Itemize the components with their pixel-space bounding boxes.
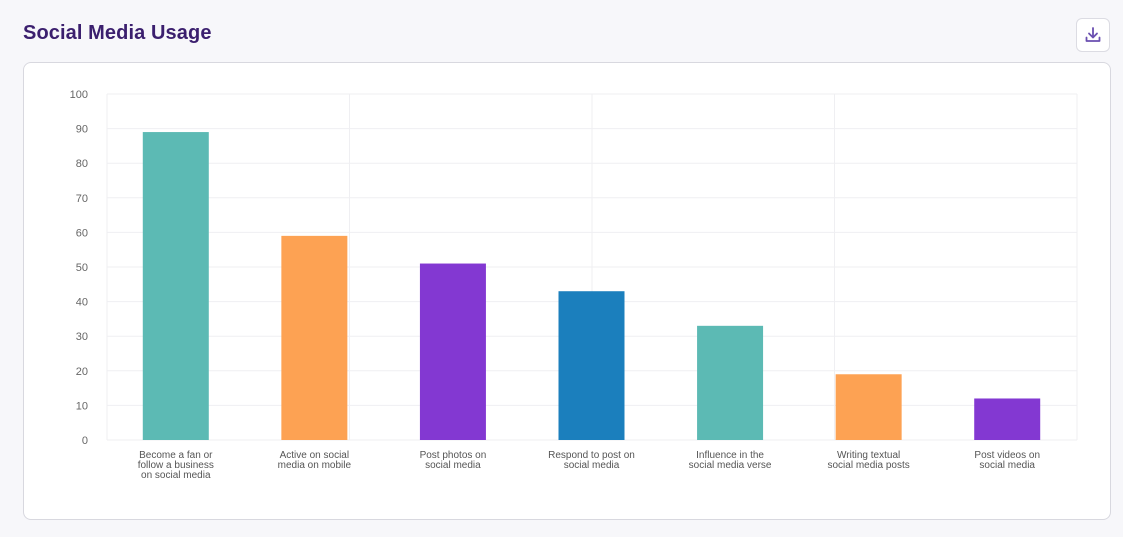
x-category-label: Writing textual social media posts [828,450,910,471]
y-tick-label: 100 [70,89,88,101]
x-category-label: Respond to post on social media [548,450,635,471]
y-tick-label: 80 [76,158,88,170]
download-icon [1085,27,1101,42]
bar-5[interactable] [835,374,902,440]
y-tick-label: 40 [76,297,88,309]
x-axis-labels: Become a fan or follow a business on socia… [138,450,1040,481]
x-category-label: Become a fan or follow a business on socia… [138,450,214,481]
page-title: Social Media Usage [23,22,212,44]
bar-1[interactable] [281,235,348,440]
y-tick-label: 90 [76,124,88,136]
chart-card: 0 10 20 30 40 50 60 70 80 90 100 Become a fan or fo… [23,62,1111,520]
x-category-label: Active on social media on mobile [278,450,352,471]
y-tick-label: 20 [76,366,88,378]
x-category-label: Post photos on social media [420,450,487,471]
bars-layer [142,132,1041,440]
x-category-label: Post videos on social media [974,450,1040,471]
bar-0[interactable] [142,132,209,440]
y-tick-label: 30 [76,331,88,343]
download-button[interactable] [1076,18,1110,52]
y-tick-label: 10 [76,400,88,412]
bar-2[interactable] [419,263,486,440]
bar-4[interactable] [697,325,764,440]
y-tick-label: 0 [82,435,88,447]
bar-chart: 0 10 20 30 40 50 60 70 80 90 100 Become a fan or fo… [70,89,1078,481]
y-tick-label: 50 [76,262,88,274]
bar-6[interactable] [974,398,1041,440]
x-category-label: Influence in the social media verse [689,450,772,471]
y-tick-label: 60 [76,227,88,239]
y-tick-label: 70 [76,193,88,205]
y-axis-ticks: 0 10 20 30 40 50 60 70 80 90 100 [70,89,88,447]
bar-3[interactable] [558,291,625,440]
